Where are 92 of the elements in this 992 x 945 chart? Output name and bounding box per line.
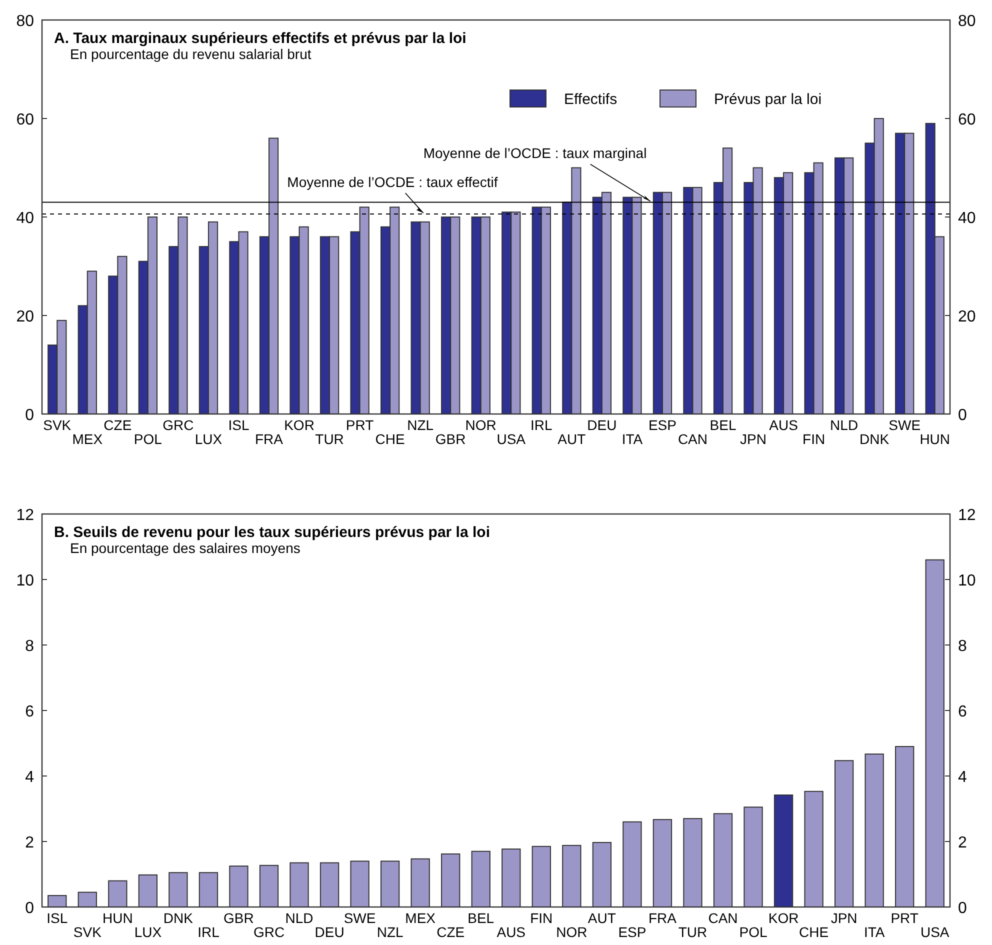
x-tick-label: NZL [407,417,434,433]
x-tick-label: SVK [73,924,102,940]
y-tick-label: 2 [25,834,34,852]
x-tick-label: ESP [648,417,676,433]
y-tick-label: 10 [16,572,34,590]
x-tick-label: USA [920,924,950,940]
x-tick-label: SVK [43,417,72,433]
x-tick-label: FIN [802,431,826,447]
x-tick-label: CAN [708,910,738,926]
x-tick-label: TUR [315,431,344,447]
x-tick-label: GRC [253,924,285,940]
x-tick-label: POL [134,431,162,447]
x-tick-label: GBR [224,910,254,926]
x-tick-label: NOR [465,417,496,433]
y2-tick-label: 40 [958,210,976,227]
x-tick-label: NOR [556,924,588,940]
x-tick-label: HUN [102,910,133,926]
x-tick-label: POL [739,924,768,940]
ref-line-label: Moyenne de l’OCDE : taux effectif [287,174,498,190]
x-tick-label: TUR [678,924,708,940]
legend-label: Prévus par la loi [714,91,822,108]
y2-tick-label: 8 [958,638,967,655]
x-tick-label: HUN [920,431,950,447]
x-tick-label: PRT [890,910,919,926]
y2-tick-label: 4 [958,769,967,786]
x-tick-label: BEL [710,417,736,433]
y2-tick-label: 2 [958,834,967,852]
x-tick-label: FRA [648,910,678,926]
x-tick-label: CHE [375,431,405,447]
y-tick-label: 0 [25,900,34,917]
legend-label: Effectifs [564,91,618,108]
y2-tick-label: 12 [958,507,976,524]
text: En pourcentage du revenu salarial brut [70,46,312,62]
y-tick-label: 6 [25,704,34,720]
x-tick-label: ITA [864,924,886,940]
x-tick-label: MEX [405,910,436,926]
text: A. Taux marginaux supérieurs effectifs et prévus par la loi [54,30,466,47]
x-tick-label: JPN [740,431,766,447]
x-tick-label: BEL [468,910,494,926]
x-tick-label: SWE [344,910,376,926]
x-tick-label: CHE [799,924,829,940]
x-tick-label: KOR [768,910,799,926]
x-tick-label: AUT [588,910,616,926]
x-tick-label: SWE [888,417,921,433]
x-tick-label: NLD [285,910,314,926]
x-tick-label: DNK [860,431,890,447]
y-tick-label: 60 [16,112,34,128]
y2-tick-label: 0 [958,407,967,424]
y2-tick-label: 10 [958,572,976,590]
y2-tick-label: 6 [958,704,967,720]
y-tick-label: 4 [25,769,34,786]
x-tick-label: ISL [46,910,68,926]
x-tick-label: DEU [314,924,344,940]
x-tick-label: LUX [134,924,162,940]
x-tick-label: LUX [194,431,223,447]
x-tick-label: MEX [72,431,104,447]
y2-tick-label: 80 [958,13,976,30]
x-tick-label: ISL [228,417,250,433]
x-tick-label: AUS [496,924,526,940]
text: B. Seuils de revenu pour les taux supérieurs prévus par la loi [54,524,490,541]
x-tick-label: CAN [678,431,708,447]
x-tick-label: AUS [769,417,798,433]
x-tick-label: PRT [346,417,374,433]
x-tick-label: JPN [830,910,858,926]
y-tick-label: 8 [25,638,34,655]
x-tick-label: IRL [530,417,552,433]
y-tick-label: 0 [25,407,34,424]
x-tick-label: GBR [435,431,466,447]
x-tick-label: CZE [104,417,132,433]
y-tick-label: 80 [16,13,34,30]
x-tick-label: AUT [558,431,586,447]
y-tick-label: 40 [16,210,34,227]
text: En pourcentage des salaires moyens [70,540,300,556]
y-tick-label: 12 [16,507,34,524]
x-tick-label: ESP [618,924,646,940]
x-tick-label: DNK [163,910,194,926]
x-tick-label: FIN [530,910,553,926]
ref-line-label: Moyenne de l’OCDE : taux marginal [423,145,647,162]
x-tick-label: GRC [162,417,194,433]
y2-tick-label: 0 [958,900,967,917]
x-tick-label: NZL [376,924,404,940]
y2-tick-label: 60 [958,112,976,128]
x-tick-label: KOR [284,417,314,433]
x-tick-label: NLD [830,417,858,433]
x-tick-label: CZE [436,924,465,940]
x-tick-label: IRL [198,924,220,940]
x-tick-label: FRA [255,431,284,447]
y-tick-label: 20 [16,308,34,326]
y2-tick-label: 20 [958,308,976,326]
x-tick-label: ITA [622,431,644,447]
x-tick-label: DEU [587,417,617,433]
x-tick-label: USA [496,431,526,447]
